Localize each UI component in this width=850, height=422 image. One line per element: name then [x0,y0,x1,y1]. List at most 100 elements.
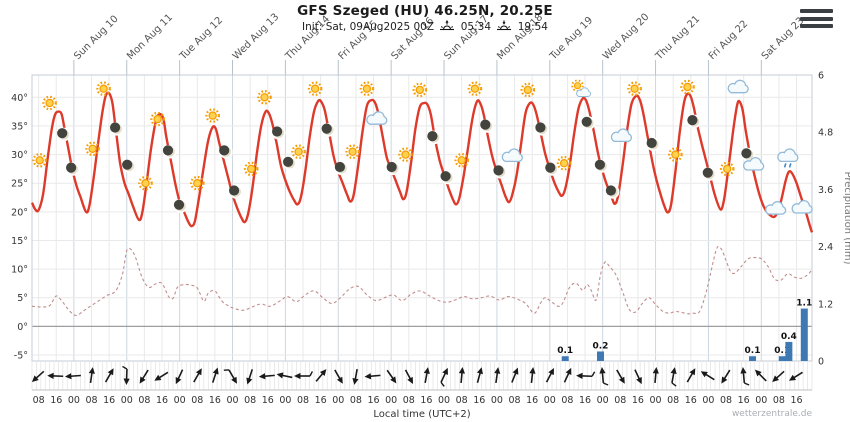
sun-rays [520,82,536,98]
weather-icons [32,79,813,215]
moon-icon [321,123,336,137]
moon-icon [282,156,297,170]
time-tick-label: 16 [473,395,485,406]
sun-icon [668,147,683,162]
time-tick-label: 16 [685,395,697,406]
moon-shadow [545,162,556,173]
wind-arrow [246,369,254,385]
wind-arrow-head [512,367,519,375]
wind-arrow-head [565,367,572,375]
precip-bars: 0.1 0.2 0.1 0.1 0.4 1.1 [557,299,812,361]
time-tick-label: 08 [403,395,415,406]
precip-bar [596,351,604,361]
sun-cloud-icon [571,79,591,97]
cloud-icon [501,148,523,163]
moon-shadow [594,159,605,170]
cloud-shape [727,79,749,94]
wind-arrow [670,367,677,387]
wind-arrow-head [107,368,114,376]
time-tick-label: 16 [262,395,274,406]
precip-axis-title: Precipitation (mm) [842,172,850,265]
sunrise-time: 05:34 [460,21,492,33]
moon-shadow [283,156,294,167]
sun-rays [345,144,360,159]
sun-rays [96,81,111,96]
wind-arrow [404,369,414,384]
cloud-shape [791,199,813,214]
moon-shadow [427,131,438,142]
wind-arrow-head [175,377,182,385]
time-tick-label: 00 [385,395,397,406]
time-tick-label: 00 [491,395,503,406]
temperature-curve [30,91,814,233]
wind-arrow-barb [223,369,230,371]
temp-tick-label: 0° [17,322,28,333]
sun-rays [205,108,220,123]
wind-arrow [104,368,114,383]
time-tick-label: 08 [773,395,785,406]
sun-rays [680,79,695,95]
wind-arrow [211,367,219,383]
sun-core [671,150,680,159]
time-tick-label: 08 [667,395,679,406]
moon-icon [334,161,349,176]
sun-icon [359,81,375,96]
init-label: Init: Sat, 09Aug2025 00Z [302,21,435,33]
sun-core [141,178,150,188]
time-tick-label: 00 [438,395,450,406]
wind-arrow-head [476,367,483,375]
moon-icon [57,127,71,142]
precip-tick-label: 2.4 [818,242,833,253]
moon-icon [605,185,620,199]
wind-arrow [494,367,501,384]
time-tick-label: 16 [50,395,62,406]
wind-arrow [193,368,202,383]
moon-shadow [272,126,283,137]
sun-core [470,84,480,93]
wind-arrow-barb [744,382,750,386]
menu-icon[interactable] [800,9,833,32]
time-tick-label: 08 [33,395,45,406]
moon-icon [271,126,286,140]
rain-drop [788,163,792,168]
time-tick-label: 16 [103,395,115,406]
time-tick-label: 00 [544,395,556,406]
wind-arrow-head [231,376,237,384]
sun-icon [520,82,536,98]
wind-arrow-head [336,376,343,384]
precip-bar-label: 0.1 [745,346,761,356]
wind-arrow-head [364,373,372,380]
time-tick-label: 00 [68,395,80,406]
plot-border [31,74,813,362]
wind-arrow-head [139,376,146,384]
wind-arrow [364,373,381,380]
temp-tick-label: -5° [14,350,28,361]
sun-icon [138,175,153,191]
wind-arrow [315,369,327,382]
sun-core [99,84,108,93]
moon-icon [702,167,717,181]
wind-arrow [529,367,536,384]
sun-core [193,178,202,188]
temp-tick-label: 35° [11,121,28,132]
sun-rays [556,155,572,171]
wind-arrow [721,369,731,384]
sun-icon [627,81,642,96]
temp-tick-label: 5° [17,293,28,304]
sun-icon [257,90,272,105]
temp-tick-label: 40° [11,93,28,104]
wind-arrow [599,367,609,386]
cloud-shape [366,111,388,125]
wind-arrow [563,367,572,383]
sun-icon [345,144,360,159]
temp-tick-label: 15° [11,236,28,247]
sun-icon [42,95,57,111]
xaxis-title: Local time (UTC+2) [373,409,470,420]
wind-arrow-head [195,368,202,376]
sun-icon [96,81,111,96]
moon-icon [535,122,549,136]
wind-arrow-head [407,376,414,384]
time-tick-label: 16 [579,395,591,406]
sun-core [88,144,97,154]
